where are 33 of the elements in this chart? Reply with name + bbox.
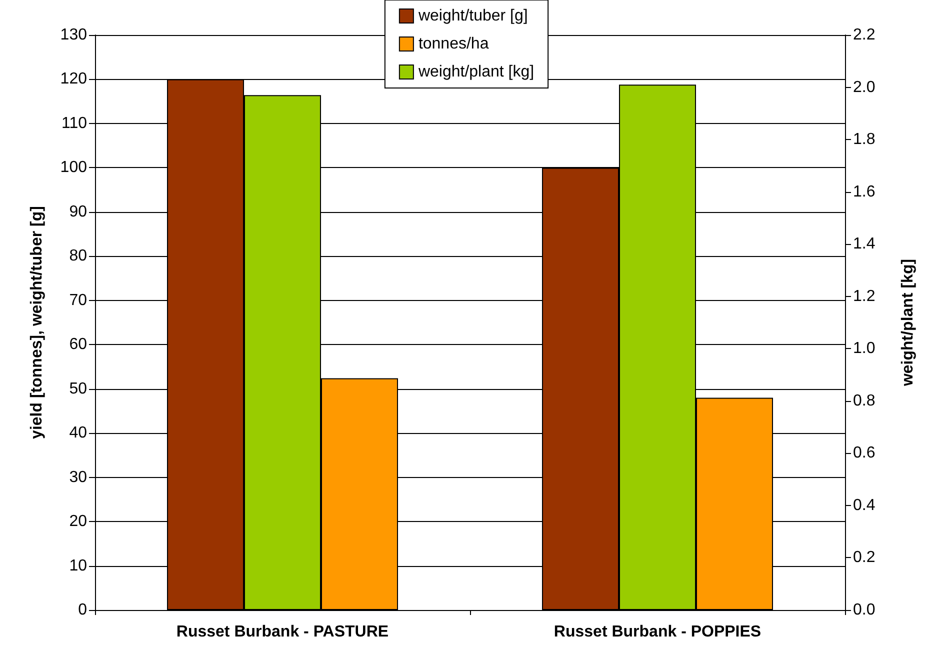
y2-tick-label: 1.8 [853, 131, 876, 148]
y-tick-label: 60 [69, 336, 88, 354]
legend-label: tonnes/ha [418, 36, 489, 52]
y-tick-label: 40 [69, 424, 88, 442]
y2-axis-title: weight/plant [kg] [900, 258, 916, 388]
y-tick-label: 10 [69, 557, 88, 574]
y2-tick-label: 0.8 [853, 392, 876, 410]
y-axis-title: yield [tonnes], weight/tuber [g] [28, 206, 46, 439]
y2-tick-label: 0.4 [853, 496, 876, 514]
y-tick-label: 70 [69, 292, 88, 309]
y2-tick-label: 1.4 [853, 236, 876, 253]
y-tick-label: 50 [69, 380, 88, 398]
legend-label: weight/plant [kg] [417, 64, 534, 80]
y-tick-label: 120 [60, 70, 88, 88]
y2-tick-label: 0.0 [853, 602, 876, 618]
y-tick-label: 30 [69, 468, 88, 486]
y-tick-label: 80 [69, 248, 88, 265]
y2-tick-label: 2.0 [853, 78, 876, 96]
y-tick-label: 0 [78, 602, 88, 618]
y-tick-label: 90 [69, 203, 88, 220]
y2-tick-label: 0.6 [853, 444, 876, 462]
legend-label: weight/tuber [g] [417, 8, 528, 24]
y2-tick-label: 1.6 [853, 183, 876, 200]
y2-tick-label: 1.2 [853, 288, 876, 305]
x-tick-label: Russet Burbank - PASTURE [176, 624, 389, 640]
y-tick-label: 130 [60, 26, 88, 44]
y2-tick-label: 2.2 [853, 26, 876, 44]
y-tick-label: 20 [69, 513, 88, 530]
y-tick-label: 110 [61, 114, 88, 132]
x-tick-label: Russet Burbank - POPPIES [554, 624, 762, 640]
y-tick-label: 100 [60, 159, 88, 176]
y2-tick-label: 0.2 [853, 549, 876, 566]
y2-tick-label: 1.0 [853, 340, 876, 358]
